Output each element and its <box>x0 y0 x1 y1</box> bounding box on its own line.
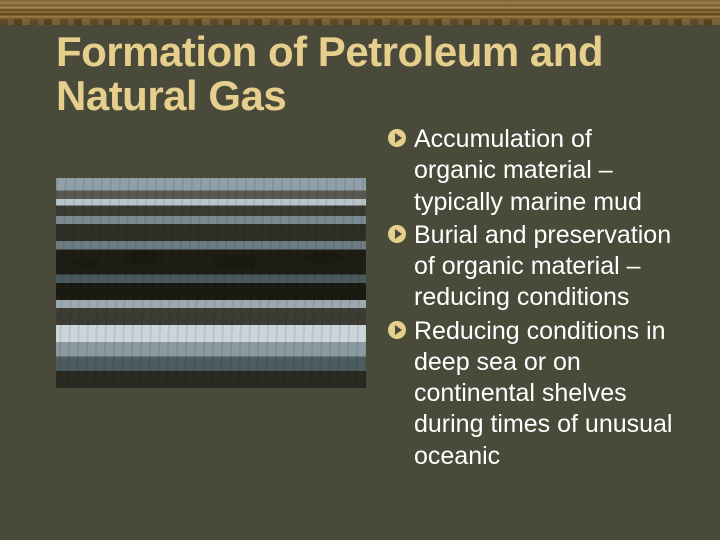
slide-title: Formation of Petroleum and Natural Gas <box>56 30 680 118</box>
bullet-arrow-icon <box>388 225 406 243</box>
bullet-list: Accumulation of organic material – typic… <box>388 124 680 474</box>
bullet-text: Accumulation of organic material – typic… <box>414 125 642 216</box>
decorative-top-border <box>0 0 720 22</box>
sedimentary-rock-image <box>56 178 366 388</box>
content-row: Accumulation of organic material – typic… <box>56 124 680 474</box>
bullet-text: Reducing conditions in deep sea or on co… <box>414 317 672 470</box>
bullet-item: Burial and preservation of organic mater… <box>388 220 680 314</box>
bullet-arrow-icon <box>388 321 406 339</box>
bullet-item: Accumulation of organic material – typic… <box>388 124 680 218</box>
bullet-arrow-icon <box>388 129 406 147</box>
bullet-item: Reducing conditions in deep sea or on co… <box>388 316 680 472</box>
bullet-text: Burial and preservation of organic mater… <box>414 221 671 312</box>
image-column <box>56 124 366 388</box>
slide-body: Formation of Petroleum and Natural Gas A… <box>0 22 720 540</box>
